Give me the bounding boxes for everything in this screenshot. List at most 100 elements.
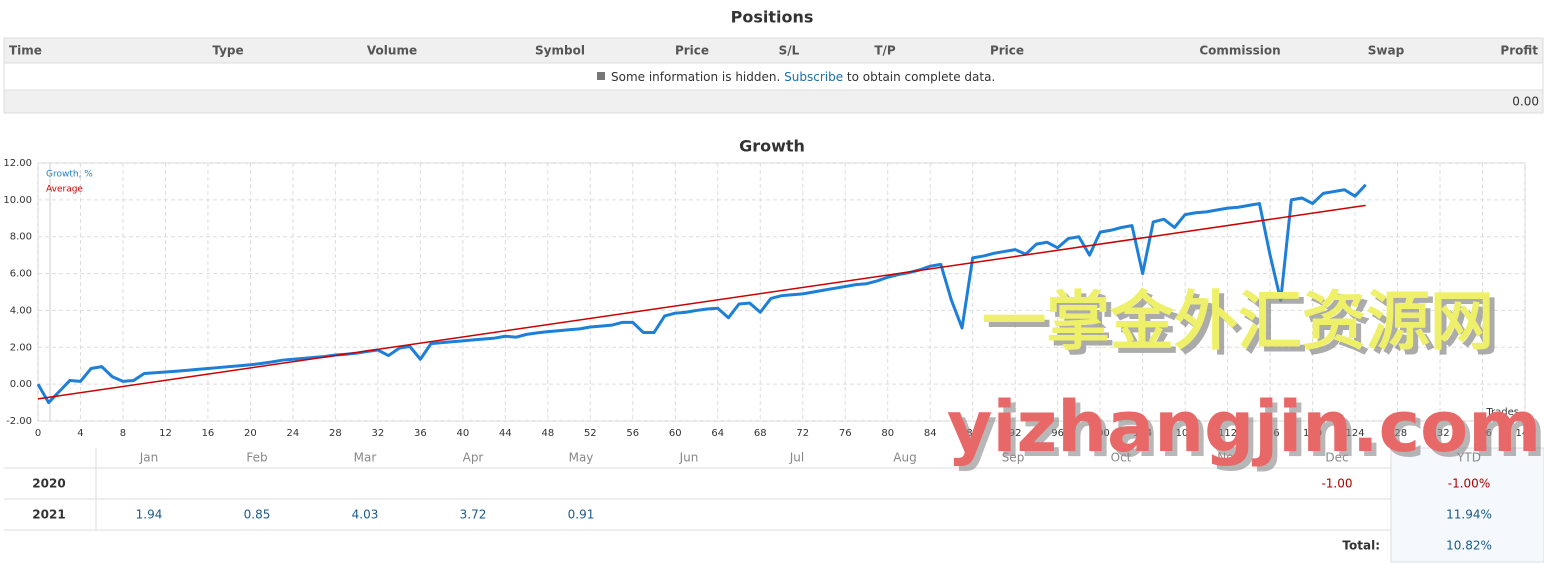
month-header: Nov (1217, 451, 1240, 465)
column-header: Type (212, 44, 243, 58)
month-header: YTD (1456, 451, 1481, 465)
x-tick-label: 56 (626, 428, 639, 439)
month-header: May (569, 451, 594, 465)
x-tick-label: 40 (456, 428, 469, 439)
x-tick-label: 124 (1346, 428, 1365, 439)
month-value: 0.85 (244, 508, 271, 522)
month-header: Apr (463, 451, 484, 465)
x-tick-label: 108 (1176, 428, 1195, 439)
x-tick-label: 112 (1218, 428, 1237, 439)
watermark: yizhangjin.com (947, 386, 1541, 468)
x-tick-label: 0 (35, 428, 41, 439)
x-tick-label: 48 (541, 428, 554, 439)
subscribe-link[interactable]: Subscribe (784, 70, 843, 84)
watermark-shadow: yizhangjin.com (952, 391, 1544, 473)
y-tick-label: 4.00 (10, 305, 32, 316)
series-line (36, 183, 1367, 405)
ytd-value: 11.94% (1446, 508, 1492, 522)
month-header: Oct (1111, 451, 1132, 465)
column-header: Symbol (535, 44, 585, 58)
column-header: Time (9, 44, 42, 58)
positions-title: Positions (731, 8, 814, 27)
x-tick-label: 92 (1009, 428, 1022, 439)
x-tick-label: 136 (1473, 428, 1492, 439)
legend-entry: Growth, % (46, 170, 93, 180)
positions-total-row (3, 89, 1544, 114)
total-profit: 0.00 (1512, 95, 1539, 109)
x-tick-label: 24 (287, 428, 300, 439)
x-tick-label: 84 (924, 428, 937, 439)
column-header: Price (675, 44, 709, 58)
x-tick-label: 100 (1091, 428, 1110, 439)
x-tick-label: 116 (1261, 428, 1280, 439)
month-value: 3.72 (460, 508, 487, 522)
column-header: T/P (874, 44, 896, 58)
x-tick-label: 76 (839, 428, 852, 439)
x-tick-label: 64 (711, 428, 724, 439)
x-tick-label: 104 (1133, 428, 1152, 439)
y-tick-label: 12.00 (3, 158, 32, 169)
month-header: Mar (354, 451, 377, 465)
y-tick-label: 10.00 (3, 195, 32, 206)
x-tick-label: 140 (1515, 428, 1534, 439)
legend-entry: Average (46, 185, 83, 195)
x-tick-label: 16 (202, 428, 215, 439)
positions-header (3, 37, 1544, 64)
month-header: Jan (139, 451, 159, 465)
year-label: 2021 (32, 508, 65, 522)
x-tick-label: 12 (159, 428, 172, 439)
notice-text: Some information is hidden. (611, 70, 780, 84)
y-tick-label: 6.00 (10, 269, 32, 280)
column-header: Price (990, 44, 1024, 58)
year-label: 2020 (32, 477, 65, 491)
ytd-column (1390, 447, 1544, 563)
column-header: S/L (779, 44, 800, 58)
watermark: 一掌金外汇资源网 (982, 286, 1494, 360)
x-tick-label: 96 (1051, 428, 1064, 439)
x-tick-label: 128 (1388, 428, 1407, 439)
x-tick-label: 88 (966, 428, 979, 439)
x-tick-label: 120 (1303, 428, 1322, 439)
month-header: Feb (246, 451, 267, 465)
month-value: 1.94 (136, 508, 163, 522)
y-tick-label: 8.00 (10, 232, 32, 243)
x-tick-label: 28 (329, 428, 342, 439)
x-tick-label: 8 (120, 428, 126, 439)
ytd-value: -1.00% (1448, 477, 1490, 491)
x-axis-label: Trades (1485, 407, 1519, 418)
notice-text: to obtain complete data. (847, 70, 995, 84)
watermark-shadow: 一掌金外汇资源网 (987, 291, 1499, 365)
month-header: Aug (893, 451, 916, 465)
x-tick-label: 132 (1430, 428, 1449, 439)
y-tick-label: 0.00 (10, 379, 32, 390)
x-tick-label: 20 (244, 428, 257, 439)
month-value: -1.00 (1321, 477, 1352, 491)
chart-title: Growth (739, 137, 805, 156)
x-tick-label: 80 (881, 428, 894, 439)
month-header: Dec (1325, 451, 1348, 465)
series-line (37, 204, 1366, 400)
column-header: Profit (1500, 44, 1538, 58)
x-tick-label: 4 (77, 428, 83, 439)
total-value: 10.82% (1446, 539, 1492, 553)
column-header: Volume (367, 44, 417, 58)
month-value: 4.03 (352, 508, 379, 522)
column-header: Commission (1199, 44, 1280, 58)
notice: Some information is hidden. Subscribe to… (611, 70, 995, 84)
x-tick-label: 32 (372, 428, 385, 439)
y-tick-label: -2.00 (6, 416, 32, 427)
y-tick-label: 2.00 (10, 342, 32, 353)
x-tick-label: 60 (669, 428, 682, 439)
total-label: Total: (1342, 539, 1380, 553)
month-header: Jun (679, 451, 699, 465)
x-tick-label: 36 (414, 428, 427, 439)
month-value: 0.91 (568, 508, 595, 522)
month-header: Jul (789, 451, 804, 465)
column-header: Swap (1368, 44, 1405, 58)
x-tick-label: 72 (796, 428, 809, 439)
lock-icon (597, 72, 605, 80)
positions-notice-row (3, 62, 1544, 91)
x-tick-label: 44 (499, 428, 512, 439)
